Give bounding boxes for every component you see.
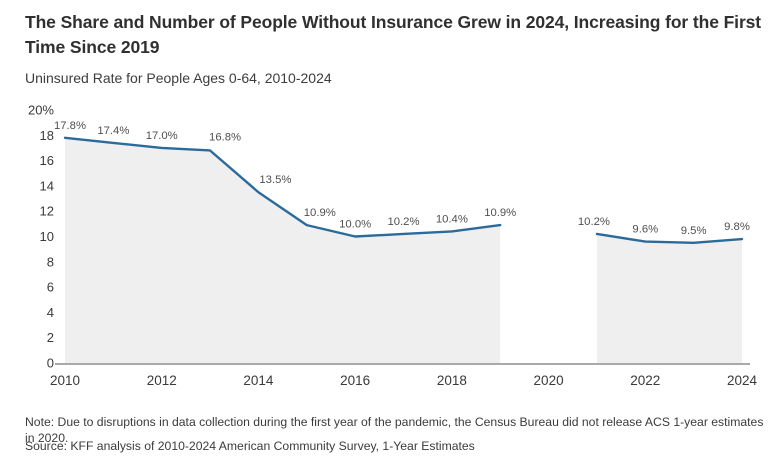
trend-line	[595, 232, 744, 245]
area-fill	[596, 233, 742, 363]
data-point-label: 9.5%	[681, 225, 707, 237]
chart-subtitle: Uninsured Rate for People Ages 0-64, 201…	[25, 70, 332, 86]
y-tick-label: 20%	[28, 103, 54, 118]
data-point-label: 10.4%	[436, 213, 468, 225]
x-tick-label: 2014	[243, 373, 274, 388]
x-tick-label: 2016	[340, 373, 370, 388]
data-point-label: 10.2%	[578, 216, 610, 228]
data-point-label: 10.9%	[304, 207, 336, 219]
x-tick-label: 2012	[147, 373, 177, 388]
y-tick-label: 14	[40, 178, 54, 193]
data-point-label: 10.9%	[484, 207, 516, 219]
x-tick-label: 2010	[50, 373, 80, 388]
data-point-label: 17.8%	[54, 120, 86, 132]
data-point-label: 16.8%	[209, 131, 241, 143]
data-point-label: 9.8%	[724, 221, 750, 233]
y-tick-label: 16	[40, 153, 54, 168]
data-point-label: 10.0%	[339, 219, 371, 231]
x-tick-label: 2022	[630, 373, 660, 388]
y-tick-label: 10	[40, 229, 54, 244]
chart-note: Note: Due to disruptions in data collect…	[25, 415, 764, 445]
y-tick-label: 8	[47, 254, 54, 269]
y-tick-label: 2	[47, 330, 54, 345]
y-tick-label: 18	[40, 128, 54, 143]
chart-title: The Share and Number of People Without I…	[25, 12, 762, 57]
data-point-label: 17.0%	[146, 130, 178, 142]
area-fill	[65, 137, 501, 363]
data-point-label: 9.6%	[632, 224, 658, 236]
x-tick-label: 2018	[437, 373, 467, 388]
chart-source: Source: KFF analysis of 2010-2024 Americ…	[25, 439, 475, 453]
y-tick-label: 4	[47, 305, 54, 320]
x-tick-label: 2024	[727, 373, 758, 388]
data-point-label: 13.5%	[259, 174, 291, 186]
data-point-label: 17.4%	[97, 125, 129, 137]
trend-line	[63, 136, 502, 238]
x-tick-label: 2020	[534, 373, 564, 388]
data-point-label: 10.2%	[387, 216, 419, 228]
y-tick-label: 12	[40, 204, 54, 219]
y-tick-label: 6	[47, 280, 54, 295]
y-tick-label: 0	[47, 356, 54, 371]
